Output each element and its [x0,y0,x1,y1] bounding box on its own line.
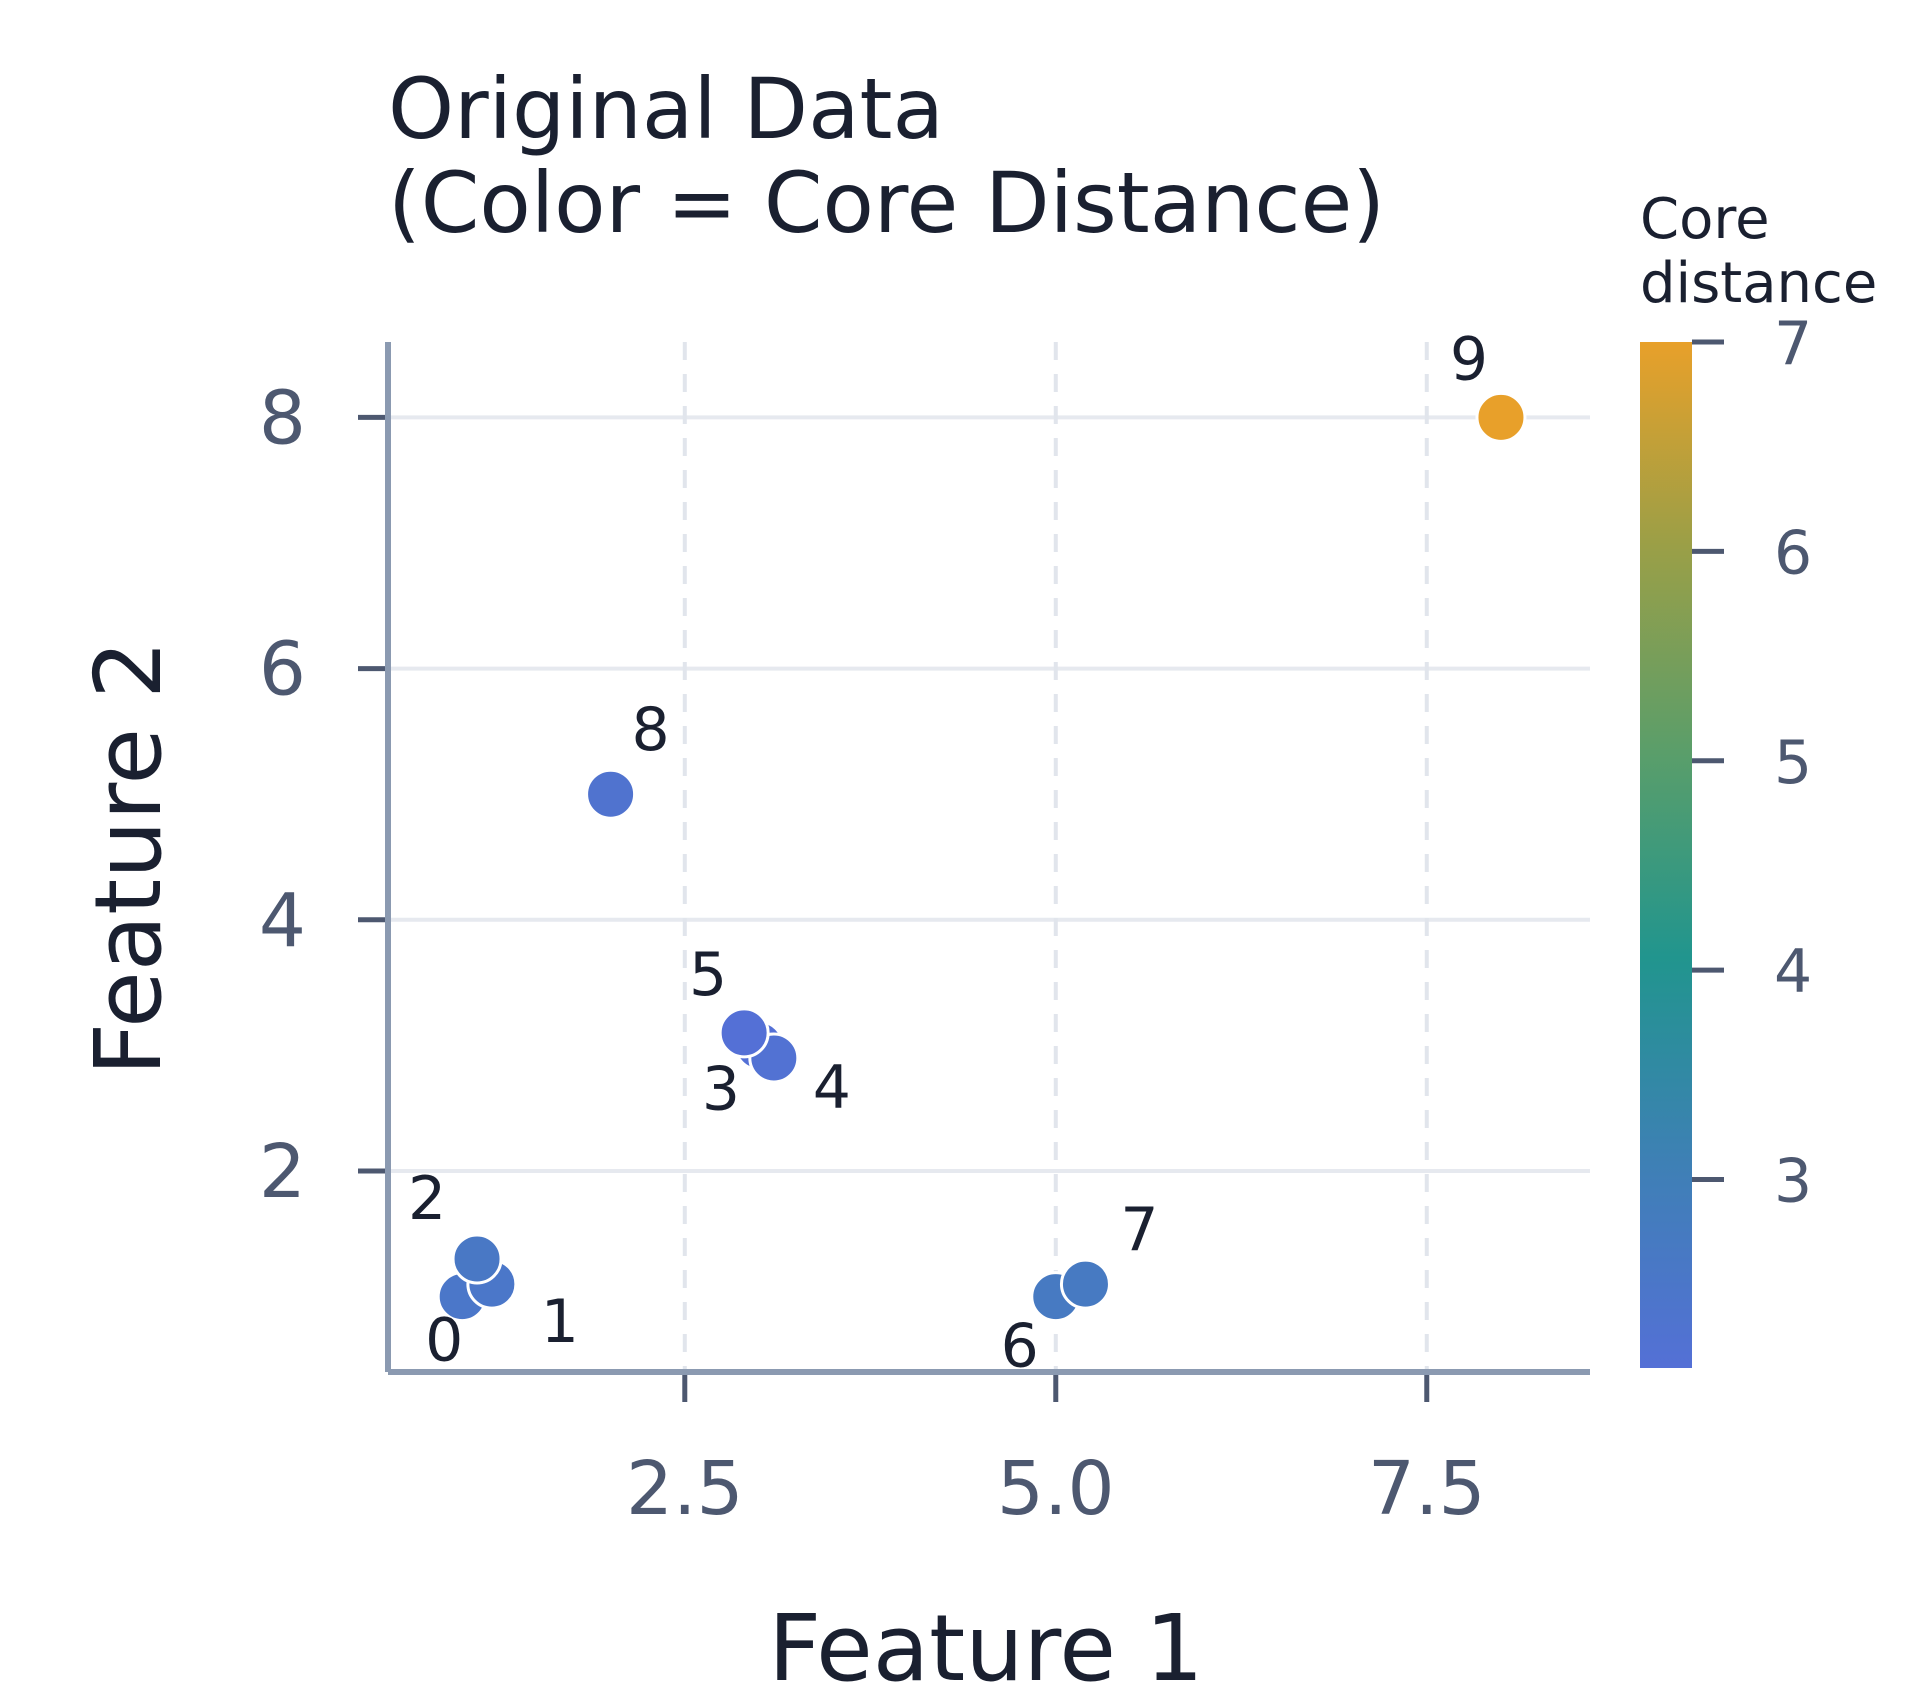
colorbar-tick-label: 6 [1774,518,1812,588]
x-tick-label: 7.5 [1368,1446,1486,1532]
x-tick-label: 2.5 [626,1446,744,1532]
colorbar-tick-label: 5 [1774,728,1812,798]
point-label: 8 [631,695,669,765]
y-tick-label: 8 [259,375,306,461]
axes [358,342,1590,1402]
colorbar-gradient [1640,342,1692,1368]
chart-title: Original Data (Color = Core Distance) [388,60,1385,252]
y-tick-label: 6 [259,627,306,713]
point-label: 9 [1450,324,1488,394]
data-point [1059,1258,1111,1310]
colorbar-tick-label: 3 [1774,1147,1812,1217]
data-point [1475,391,1527,443]
colorbar-tick-label: 4 [1774,937,1812,1007]
colorbar-tick-label: 7 [1774,309,1812,379]
point-label: 0 [425,1306,463,1376]
chart-title-line-1: Original Data [388,60,944,158]
point-label: 5 [689,940,727,1010]
colorbar-title-line-2: distance [1640,251,1877,316]
y-tick-label: 4 [259,878,306,964]
data-points [436,391,1527,1323]
point-label: 7 [1120,1195,1158,1265]
point-label: 2 [408,1164,446,1234]
colorbar: Core distance 3 4 5 6 7 [1640,187,1877,1368]
colorbar-title-line-1: Core [1640,187,1770,252]
x-tick-label: 5.0 [997,1446,1115,1532]
x-axis-title: Feature 1 [768,1595,1203,1698]
y-axis-title: Feature 2 [75,640,182,1075]
point-labels: 0 1 2 3 4 5 6 7 8 9 [408,324,1488,1381]
tick-labels: 2 4 6 8 2.5 5.0 7.5 [259,375,1486,1532]
point-label: 3 [702,1054,740,1124]
point-label: 6 [1001,1312,1039,1382]
data-point [451,1233,503,1285]
chart-title-line-2: (Color = Core Distance) [388,154,1385,252]
point-label: 4 [813,1053,851,1123]
point-label: 1 [541,1287,579,1357]
data-point [585,768,637,820]
data-point [718,1007,770,1059]
y-tick-label: 2 [259,1129,306,1215]
colorbar-ticks: 3 4 5 6 7 [1692,309,1812,1217]
grid [388,342,1590,1372]
